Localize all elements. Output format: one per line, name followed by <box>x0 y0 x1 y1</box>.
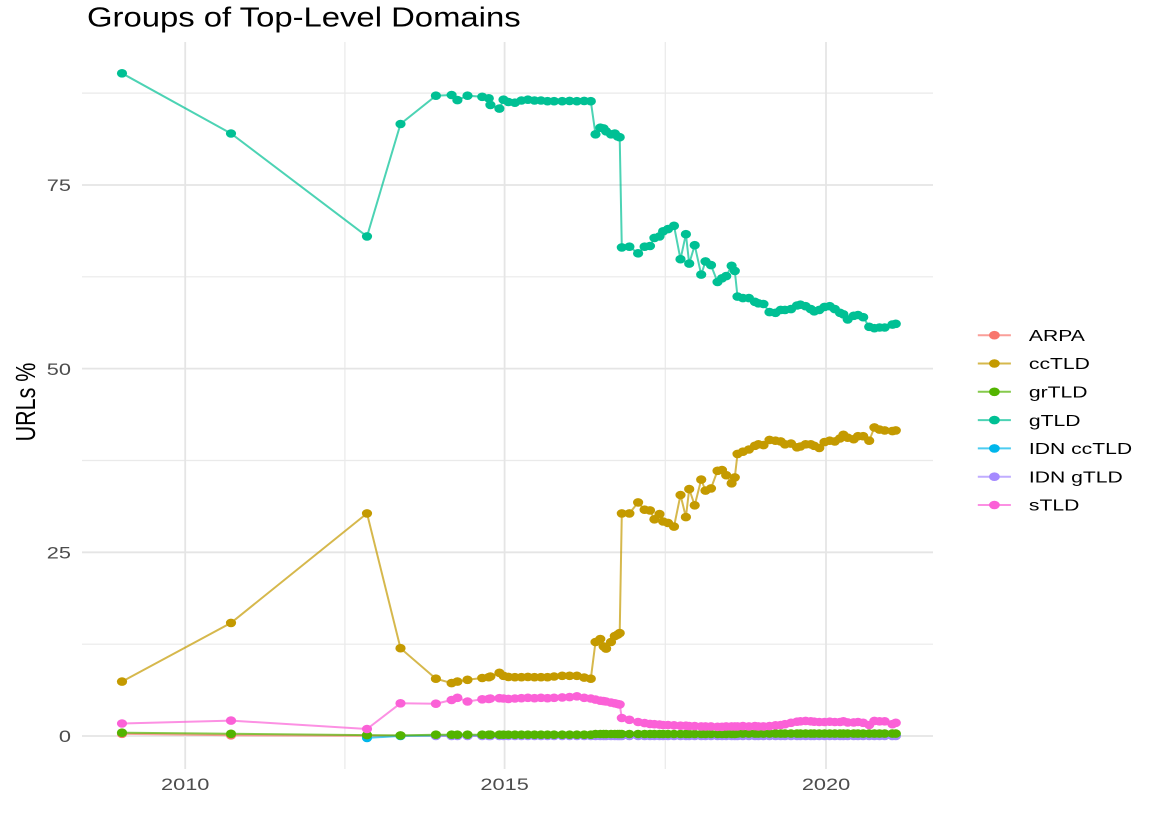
svg-text:sTLD: sTLD <box>1029 496 1079 514</box>
svg-text:2015: 2015 <box>480 775 529 794</box>
svg-text:IDN ccTLD: IDN ccTLD <box>1029 440 1132 458</box>
svg-text:ccTLD: ccTLD <box>1029 355 1090 373</box>
svg-text:gTLD: gTLD <box>1029 411 1081 429</box>
svg-text:2010: 2010 <box>161 775 210 794</box>
svg-text:Groups of Top-Level Domains: Groups of Top-Level Domains <box>87 2 521 33</box>
svg-text:2020: 2020 <box>802 775 851 794</box>
svg-text:25: 25 <box>47 544 71 563</box>
svg-text:75: 75 <box>47 176 71 195</box>
svg-text:grTLD: grTLD <box>1029 383 1088 401</box>
svg-text:0: 0 <box>59 727 71 746</box>
svg-text:IDN gTLD: IDN gTLD <box>1029 468 1123 486</box>
svg-text:50: 50 <box>47 360 71 379</box>
svg-text:ARPA: ARPA <box>1029 326 1085 344</box>
svg-text:URLs %: URLs % <box>12 363 42 442</box>
